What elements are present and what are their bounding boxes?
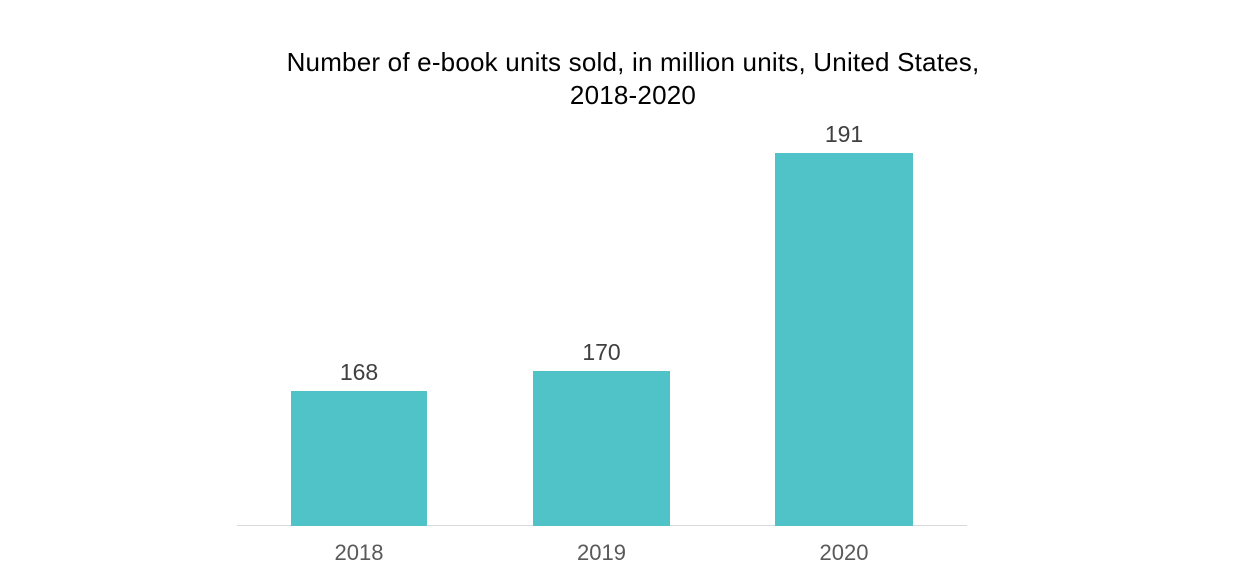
- bar-2019: [533, 371, 670, 526]
- value-label-2020: 191: [824, 121, 864, 147]
- bar-group-2020: 191: [775, 120, 913, 526]
- chart-title: Number of e-book units sold, in million …: [286, 47, 980, 110]
- bar-group-2019: 170: [533, 338, 670, 526]
- bar-2018: [291, 391, 427, 526]
- value-label-2018: 168: [339, 359, 379, 385]
- value-label-2019: 170: [582, 339, 621, 365]
- x-tick-2020: 2020: [819, 540, 869, 565]
- bar-2020: [775, 153, 913, 526]
- x-tick-2018: 2018: [334, 540, 384, 565]
- bar-group-2018: 168: [291, 358, 427, 526]
- x-tick-2019: 2019: [577, 540, 626, 565]
